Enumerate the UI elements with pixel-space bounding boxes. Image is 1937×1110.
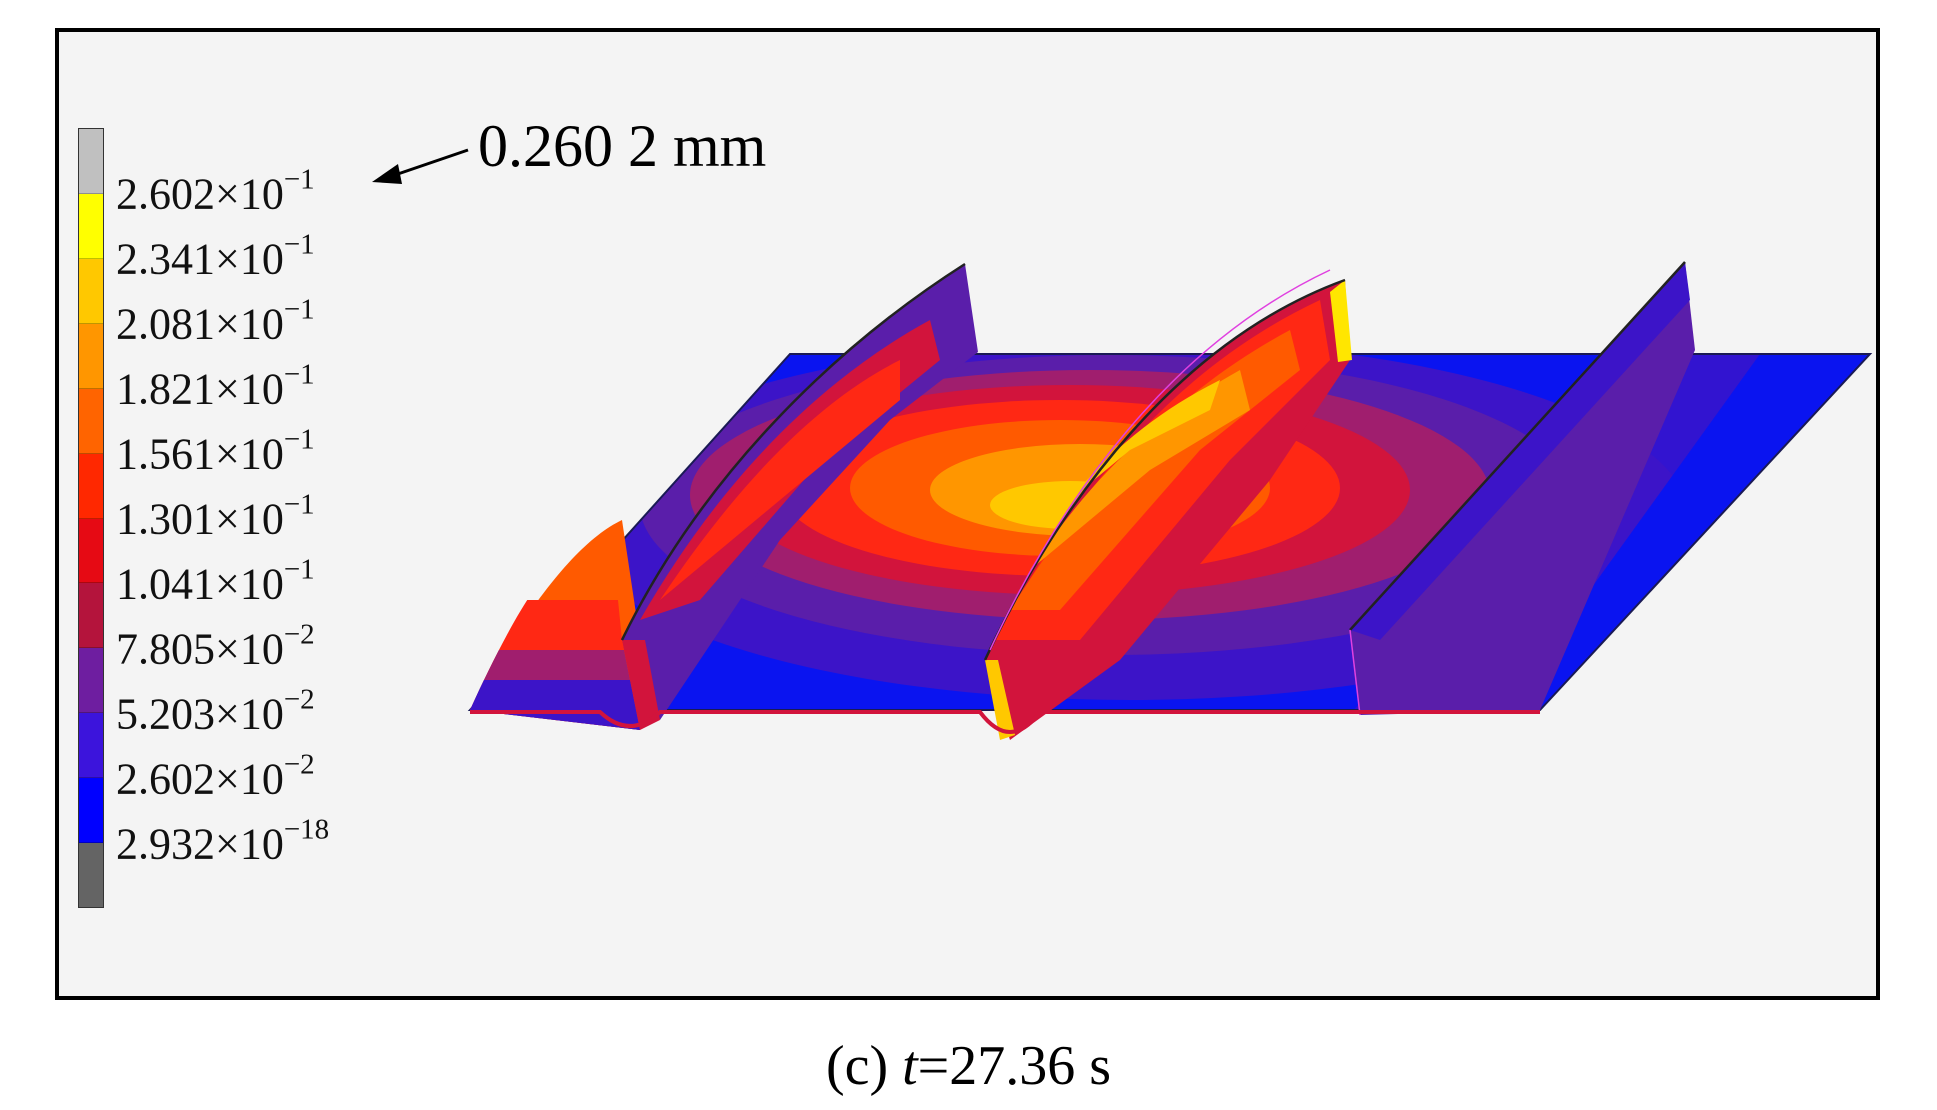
- tick-exponent: −2: [283, 683, 315, 716]
- tick-mantissa: 1.821×10: [116, 364, 284, 414]
- tick-mantissa: 2.602×10: [116, 754, 284, 804]
- tick-exponent: −18: [283, 813, 330, 846]
- color-scale-tick-label: 1.821×10−1: [116, 360, 315, 414]
- tick-exponent: −1: [283, 228, 315, 261]
- tick-exponent: −1: [283, 358, 315, 391]
- fin4-edge: [1349, 629, 1361, 716]
- fin3-orange: [1030, 370, 1250, 570]
- tick-exponent: −1: [283, 423, 315, 456]
- color-scale-tick-label: 5.203×10−2: [116, 685, 315, 739]
- color-scale-segment: [79, 323, 103, 389]
- fin4-top-band: [1350, 262, 1690, 640]
- tick-mantissa: 2.932×10: [116, 819, 284, 869]
- caption-variable: t: [902, 1035, 918, 1097]
- color-scale-tick-label: 2.081×10−1: [116, 295, 315, 349]
- tick-exponent: −1: [283, 553, 315, 586]
- fin2-outline: [620, 262, 966, 641]
- tick-mantissa: 1.041×10: [116, 559, 284, 609]
- fin2-edge-red: [622, 640, 660, 730]
- fin3-edge-yellow: [985, 660, 1015, 740]
- caption-value: =27.36 s: [917, 1035, 1112, 1097]
- color-scale-tick-label: 2.602×10−2: [116, 750, 315, 804]
- tick-mantissa: 2.602×10: [116, 169, 284, 219]
- fin3-undeformed-outline: [989, 269, 1331, 651]
- tick-mantissa: 1.561×10: [116, 429, 284, 479]
- tick-exponent: −1: [283, 293, 315, 326]
- color-scale-segment: [79, 713, 103, 779]
- color-scale-bar: [78, 128, 104, 908]
- figure-caption: (c) t=27.36 s: [0, 1038, 1937, 1094]
- fin-4: [1349, 261, 1695, 716]
- tick-exponent: −2: [283, 618, 315, 651]
- color-scale-tick-label: 2.932×10−18: [116, 815, 329, 869]
- color-scale-tick-label: 1.041×10−1: [116, 555, 315, 609]
- fin4-outline: [1349, 261, 1686, 631]
- tick-exponent: −1: [283, 488, 315, 521]
- fin3-tip-yellow: [1330, 280, 1352, 362]
- color-scale-tick-label: 2.602×10−1: [116, 165, 315, 219]
- color-scale-segment: [79, 129, 103, 194]
- color-scale-segment: [79, 453, 103, 519]
- plate-right-deep-blue: [1500, 354, 1870, 710]
- tick-mantissa: 5.203×10: [116, 689, 284, 739]
- tick-exponent: −1: [283, 163, 315, 196]
- color-scale-segment: [79, 648, 103, 714]
- color-scale-segment: [79, 843, 103, 908]
- color-scale-tick-label: 1.301×10−1: [116, 490, 315, 544]
- fin-2: [620, 262, 978, 730]
- max-value-annotation: 0.260 2 mm: [478, 113, 767, 179]
- color-scale-segment: [79, 583, 103, 649]
- color-scale-tick-label: 2.341×10−1: [116, 230, 315, 284]
- annotation-arrow: [372, 148, 469, 184]
- tick-mantissa: 1.301×10: [116, 494, 284, 544]
- color-scale-segment: [79, 778, 103, 844]
- tick-mantissa: 2.081×10: [116, 299, 284, 349]
- color-scale-segment: [79, 193, 103, 259]
- color-scale-tick-label: 7.805×10−2: [116, 620, 315, 674]
- fin2-red: [660, 360, 900, 600]
- caption-label: (c): [825, 1035, 903, 1097]
- color-scale-tick-label: 1.561×10−1: [116, 425, 315, 479]
- tick-exponent: −2: [283, 748, 315, 781]
- color-scale-segment: [79, 518, 103, 584]
- color-scale-segment: [79, 258, 103, 324]
- bottom-edge: [470, 710, 1540, 734]
- color-scale-segment: [79, 388, 103, 454]
- tick-mantissa: 7.805×10: [116, 624, 284, 674]
- tick-mantissa: 2.341×10: [116, 234, 284, 284]
- fin3-amber: [1070, 380, 1220, 500]
- fin-3: [983, 269, 1352, 740]
